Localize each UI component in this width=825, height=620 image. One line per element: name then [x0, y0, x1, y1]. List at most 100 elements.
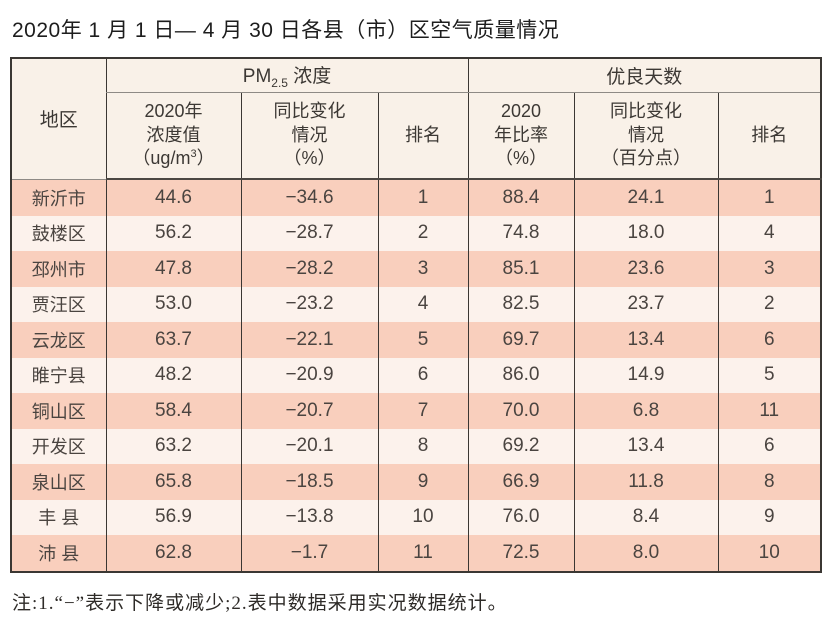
cell-pm-rank: 9: [377, 464, 468, 500]
cell-good-ratio: 88.4: [467, 179, 574, 216]
cell-pm-value: 53.0: [105, 286, 241, 322]
cell-pm-change: −20.9: [240, 357, 378, 393]
column-header-pm-rank: 排名: [377, 92, 468, 180]
table-row: 泉山区 65.8 −18.5 9 66.9 11.8 8: [10, 464, 821, 500]
cell-good-ratio: 70.0: [467, 393, 574, 429]
air-quality-table: 地区 PM2.5 浓度 优良天数 2020年 浓度值 （ug/m3） 同比变化 …: [10, 57, 822, 573]
cell-good-ratio: 82.5: [467, 286, 574, 322]
column-header-good-ratio: 2020 年比率 （%）: [467, 92, 574, 180]
table-row: 鼓楼区 56.2 −28.7 2 74.8 18.0 4: [10, 215, 821, 251]
table-row: 沛 县 62.8 −1.7 11 72.5 8.0 10: [10, 535, 821, 572]
table-header: 地区 PM2.5 浓度 优良天数 2020年 浓度值 （ug/m3） 同比变化 …: [10, 58, 821, 180]
cell-region: 开发区: [10, 428, 106, 464]
cell-good-change: 13.4: [573, 322, 718, 358]
cell-pm-rank: 11: [377, 535, 468, 572]
table-row: 贾汪区 53.0 −23.2 4 82.5 23.7 2: [10, 286, 821, 322]
cell-pm-value: 58.4: [105, 393, 241, 429]
cell-pm-rank: 3: [377, 251, 468, 287]
cell-good-change: 24.1: [573, 179, 718, 216]
column-header-pm-value: 2020年 浓度值 （ug/m3）: [105, 92, 241, 180]
header-sub-row: 2020年 浓度值 （ug/m3） 同比变化 情况 （%） 排名 2020 年比…: [11, 92, 821, 180]
pm-subscript: 2.5: [271, 75, 288, 90]
cell-pm-rank: 6: [377, 357, 468, 393]
cell-good-change: 11.8: [573, 464, 718, 500]
column-group-pm25: PM2.5 浓度: [105, 58, 468, 93]
cell-pm-change: −28.7: [240, 215, 378, 251]
cell-region: 沛 县: [10, 535, 106, 572]
cell-good-rank: 1: [717, 179, 821, 216]
table-row: 云龙区 63.7 −22.1 5 69.7 13.4 6: [10, 322, 821, 358]
cell-pm-value: 56.9: [105, 499, 241, 535]
pm-label: PM: [242, 66, 272, 88]
cell-region: 云龙区: [10, 322, 106, 358]
table-row: 邳州市 47.8 −28.2 3 85.1 23.6 3: [10, 251, 821, 287]
cell-pm-value: 44.6: [105, 179, 241, 216]
cell-pm-change: −20.1: [240, 428, 378, 464]
cell-region: 铜山区: [10, 393, 106, 429]
cell-pm-change: −13.8: [240, 499, 378, 535]
cell-good-change: 8.4: [573, 499, 718, 535]
cell-region: 丰 县: [10, 499, 106, 535]
cell-good-change: 23.7: [573, 286, 718, 322]
cell-good-change: 13.4: [573, 428, 718, 464]
cell-good-rank: 11: [717, 393, 821, 429]
cell-pm-change: −23.2: [240, 286, 378, 322]
cell-good-rank: 4: [717, 215, 821, 251]
cell-good-ratio: 86.0: [467, 357, 574, 393]
cell-pm-change: −22.1: [240, 322, 378, 358]
column-group-good-days: 优良天数: [467, 58, 821, 93]
cell-good-ratio: 69.7: [467, 322, 574, 358]
cell-good-rank: 10: [717, 535, 821, 572]
column-header-good-rank: 排名: [717, 92, 821, 180]
cell-pm-value: 48.2: [105, 357, 241, 393]
table-row: 开发区 63.2 −20.1 8 69.2 13.4 6: [10, 428, 821, 464]
cell-pm-value: 65.8: [105, 464, 241, 500]
cell-good-ratio: 85.1: [467, 251, 574, 287]
footnote: 注:1.“−”表示下降或减少;2.表中数据采用实况数据统计。: [12, 592, 508, 614]
cell-pm-value: 62.8: [105, 535, 241, 572]
cell-pm-rank: 4: [377, 286, 468, 322]
table-row: 新沂市 44.6 −34.6 1 88.4 24.1 1: [10, 179, 821, 216]
cell-good-rank: 2: [717, 286, 821, 322]
cell-good-change: 8.0: [573, 535, 718, 572]
unit-pre: （ug/m: [132, 148, 191, 169]
pm-value-label: 2020年 浓度值: [144, 101, 203, 145]
cell-region: 贾汪区: [10, 286, 106, 322]
cell-pm-value: 56.2: [105, 215, 241, 251]
cell-good-rank: 6: [717, 322, 821, 358]
column-header-region: 地区: [10, 58, 106, 180]
cell-good-ratio: 74.8: [467, 215, 574, 251]
cell-good-rank: 6: [717, 428, 821, 464]
cell-pm-rank: 8: [377, 428, 468, 464]
cell-pm-value: 63.2: [105, 428, 241, 464]
header-group-row: 地区 PM2.5 浓度 优良天数: [10, 58, 821, 180]
cell-pm-change: −20.7: [240, 393, 378, 429]
cell-good-rank: 9: [717, 499, 821, 535]
cell-good-rank: 3: [717, 251, 821, 287]
cell-pm-rank: 2: [377, 215, 468, 251]
cell-good-ratio: 69.2: [467, 428, 574, 464]
cell-good-change: 18.0: [573, 215, 718, 251]
cell-good-ratio: 72.5: [467, 535, 574, 572]
pm-value-unit: （ug/m3）: [109, 147, 239, 170]
cell-pm-change: −34.6: [240, 179, 378, 216]
cell-region: 新沂市: [10, 179, 106, 216]
cell-good-change: 6.8: [573, 393, 718, 429]
table-row: 睢宁县 48.2 −20.9 6 86.0 14.9 5: [10, 357, 821, 393]
cell-good-rank: 5: [717, 357, 821, 393]
cell-pm-rank: 5: [377, 322, 468, 358]
table-row: 铜山区 58.4 −20.7 7 70.0 6.8 11: [10, 393, 821, 429]
cell-pm-value: 63.7: [105, 322, 241, 358]
cell-good-change: 14.9: [573, 357, 718, 393]
unit-post: ）: [196, 148, 215, 169]
cell-good-ratio: 66.9: [467, 464, 574, 500]
cell-pm-change: −18.5: [240, 464, 378, 500]
cell-good-rank: 8: [717, 464, 821, 500]
cell-pm-rank: 1: [377, 179, 468, 216]
cell-region: 泉山区: [10, 464, 106, 500]
cell-region: 睢宁县: [10, 357, 106, 393]
cell-region: 鼓楼区: [10, 215, 106, 251]
unit-sup: 3: [190, 148, 197, 161]
column-header-pm-change: 同比变化 情况 （%）: [240, 92, 378, 180]
